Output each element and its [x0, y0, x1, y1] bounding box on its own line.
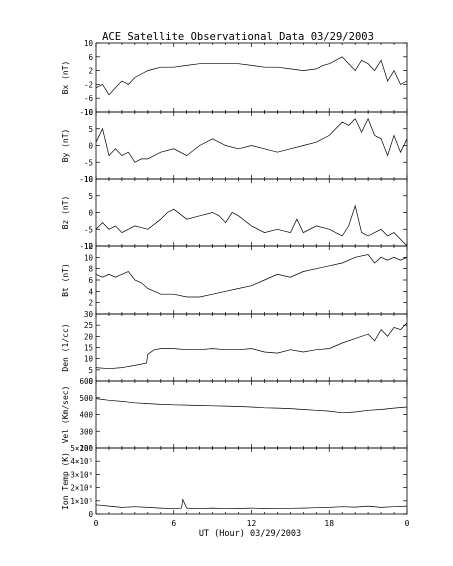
panel-2: -10 -5 0 5 10 Bz (nT) — [61, 175, 408, 251]
y-tick-label: -5 — [84, 158, 93, 167]
series-line — [95, 322, 408, 370]
y-tick-label: -2 — [84, 80, 93, 89]
series-line — [95, 254, 408, 298]
y-tick-label: 6 — [88, 276, 93, 285]
y-tick-label: 4 — [88, 287, 93, 296]
y-tick-label: 2×10⁵ — [70, 484, 93, 493]
x-tick-label: 12 — [247, 519, 257, 528]
series-line — [95, 498, 408, 510]
y-tick-label: 2 — [88, 67, 93, 76]
panel-3: 2 4 6 8 10 12 Bt (nT) — [61, 242, 408, 315]
y-tick-label: 10 — [84, 175, 94, 184]
y-axis-label: Den (1/cc) — [61, 323, 70, 371]
y-tick-label: 1×10⁵ — [70, 497, 93, 506]
chart-panels: -10 -6 -2 2 6 10 Bx (nT) -10 -5 0 5 10 By (nT) -10 -5 0… — [61, 39, 408, 519]
y-tick-label: 10 — [84, 39, 94, 48]
y-axis-label: Bz (nT) — [61, 196, 70, 230]
x-tick-label: 18 — [324, 519, 334, 528]
y-tick-label: 0 — [88, 377, 93, 386]
panel-frame — [95, 178, 408, 247]
y-tick-label: 2 — [88, 299, 93, 308]
y-tick-label: 0 — [88, 209, 93, 218]
y-axis-label: Ion Temp (K) — [61, 452, 70, 510]
y-tick-label: 12 — [84, 242, 93, 251]
y-tick-label: 5 — [88, 192, 93, 201]
y-tick-label: 500 — [79, 394, 93, 403]
y-axis-label: Vel (Km/sec) — [61, 386, 70, 444]
y-tick-label: 4×10⁵ — [70, 457, 93, 466]
y-tick-label: -10 — [79, 242, 93, 251]
panel-frame — [95, 313, 408, 382]
series-line — [95, 56, 408, 96]
series-line — [95, 117, 408, 163]
y-tick-label: 10 — [84, 253, 94, 262]
panel-frame — [95, 42, 408, 113]
series-line — [95, 204, 408, 247]
y-axis-label: Bx (nT) — [61, 61, 70, 95]
chart-title: ACE Satellite Observational Data 03/29/2… — [102, 31, 374, 43]
y-tick-label: 0 — [88, 142, 93, 151]
panel-5: 200 300 400 500 600 Vel (Km/sec) — [61, 377, 408, 453]
y-tick-label: 5 — [88, 366, 93, 375]
panel-0: -10 -6 -2 2 6 10 Bx (nT) — [61, 39, 408, 117]
y-tick-label: -10 — [79, 175, 93, 184]
y-tick-label: 0 — [88, 510, 93, 519]
x-tick-labels: 0 6 12 18 0 — [94, 519, 410, 528]
x-tick-label: 6 — [171, 519, 176, 528]
x-tick-label: 0 — [94, 519, 99, 528]
panel-frame — [95, 380, 408, 449]
y-tick-label: -6 — [84, 94, 94, 103]
y-axis-label: Bt (nT) — [61, 263, 70, 297]
y-tick-label: 200 — [79, 444, 93, 453]
y-tick-label: -5 — [84, 225, 93, 234]
y-tick-label: 10 — [84, 355, 94, 364]
y-tick-label: 8 — [88, 265, 93, 274]
y-tick-label: -10 — [79, 108, 93, 117]
y-tick-label: 3×10⁵ — [70, 470, 93, 479]
series-line — [95, 398, 408, 414]
y-tick-label: 20 — [84, 332, 94, 341]
y-tick-label: 15 — [84, 344, 93, 353]
y-tick-label: 300 — [79, 427, 93, 436]
y-axis-label: By (nT) — [61, 129, 70, 163]
panel-4: 0 5 10 15 20 25 30 Den (1/cc) — [61, 310, 408, 386]
y-tick-label: 10 — [84, 108, 94, 117]
y-tick-label: 5×10⁵ — [70, 444, 93, 453]
y-tick-label: 30 — [84, 310, 94, 319]
panel-1: -10 -5 0 5 10 By (nT) — [61, 108, 408, 184]
x-tick-label: 0 — [405, 519, 410, 528]
y-tick-label: 600 — [79, 377, 93, 386]
y-tick-label: 25 — [84, 321, 93, 330]
y-tick-label: 6 — [88, 53, 93, 62]
panel-frame — [95, 447, 408, 515]
x-axis-label: UT (Hour) 03/29/2003 — [199, 529, 301, 539]
y-tick-label: 5 — [88, 125, 93, 134]
y-tick-label: 400 — [79, 411, 93, 420]
